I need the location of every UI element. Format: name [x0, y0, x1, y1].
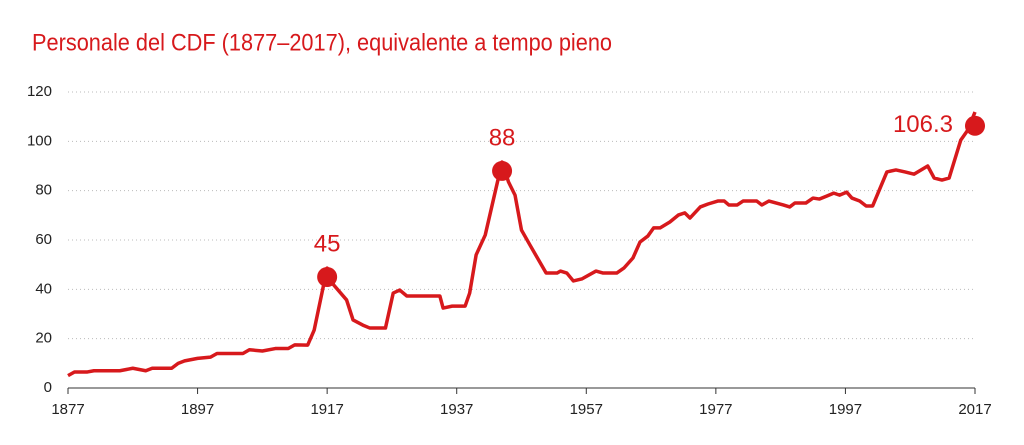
chart-title: Personale del CDF (1877–2017), equivalen… — [32, 29, 612, 56]
y-tick-label: 20 — [35, 330, 52, 347]
x-tick-label: 1917 — [310, 401, 343, 418]
annotation-label: 88 — [489, 124, 516, 151]
x-tick-label: 1937 — [440, 401, 473, 418]
annotation-label: 106.3 — [893, 111, 953, 138]
x-tick-label: 1897 — [181, 401, 214, 418]
highlight-point — [965, 115, 985, 136]
y-tick-label: 100 — [27, 132, 52, 149]
x-tick-label: 2017 — [958, 401, 991, 418]
x-tick-label: 1877 — [51, 401, 84, 418]
x-tick-label: 1957 — [570, 401, 603, 418]
y-tick-label: 0 — [44, 379, 52, 396]
annotation-label: 45 — [314, 230, 341, 257]
y-tick-label: 40 — [35, 280, 52, 297]
y-tick-label: 60 — [35, 231, 52, 248]
x-tick-label: 1977 — [699, 401, 732, 418]
x-tick-label: 1997 — [829, 401, 862, 418]
y-tick-label: 80 — [35, 182, 52, 199]
data-line — [67, 111, 977, 378]
y-tick-label: 120 — [27, 83, 52, 100]
highlight-point — [317, 267, 338, 287]
highlight-point — [492, 160, 513, 181]
